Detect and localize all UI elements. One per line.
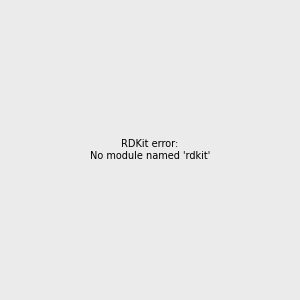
Text: RDKit error:
No module named 'rdkit': RDKit error: No module named 'rdkit': [90, 139, 210, 161]
